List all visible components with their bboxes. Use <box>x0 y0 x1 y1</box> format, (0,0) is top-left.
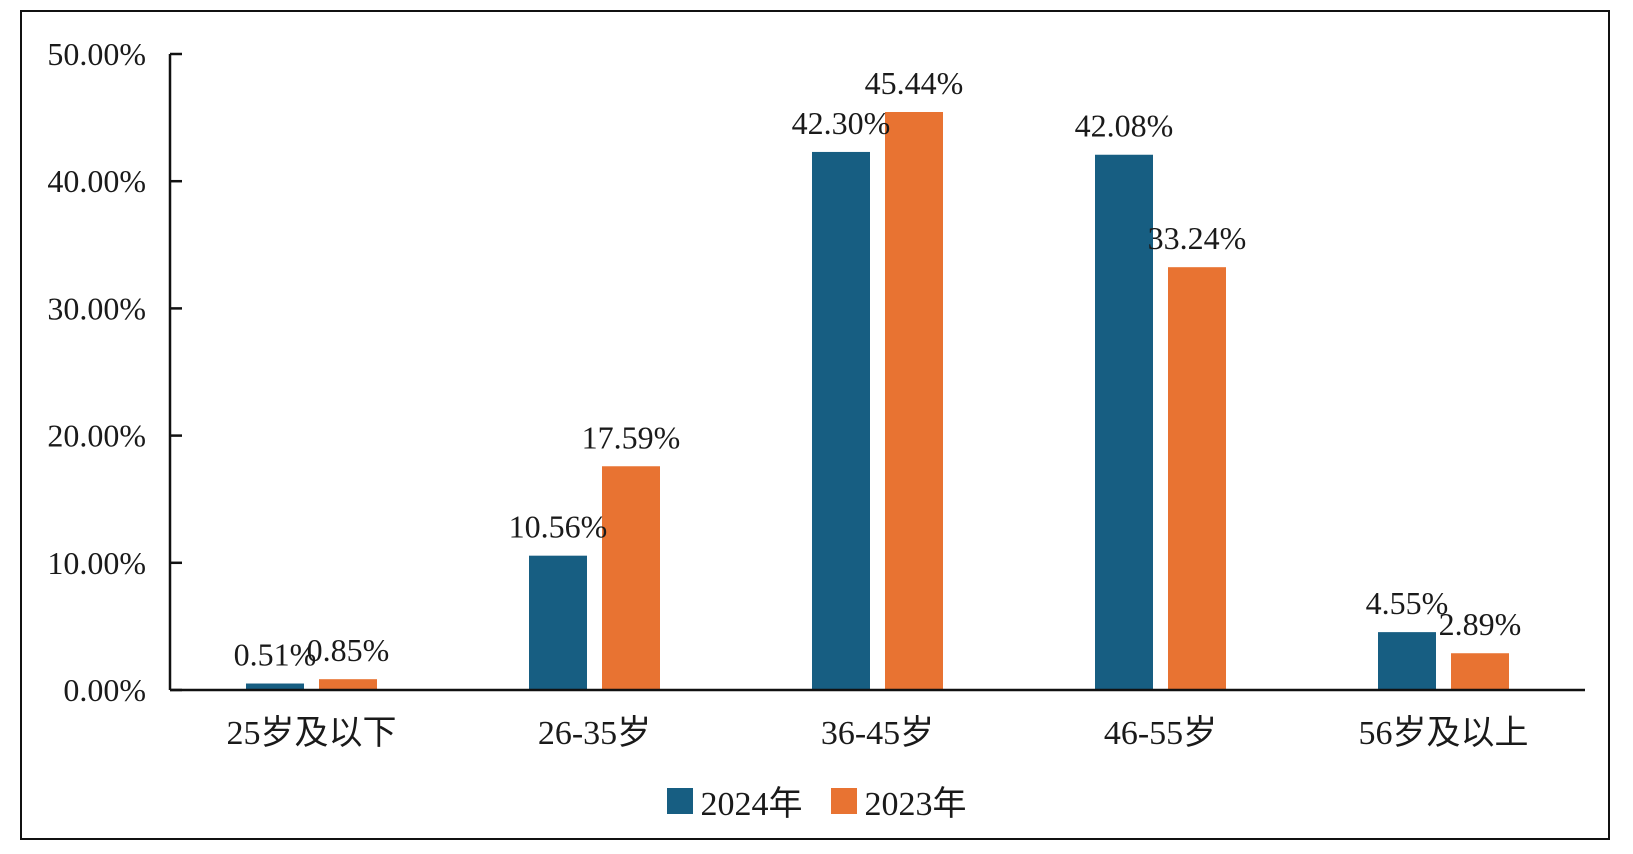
bar-2024 <box>529 555 587 690</box>
bar-2024 <box>1378 632 1436 690</box>
x-category-label: 25岁及以下 <box>227 714 397 752</box>
y-tick-label: 20.00% <box>47 418 146 454</box>
legend-label-2023: 2023年 <box>864 786 967 823</box>
x-category-label: 36-45岁 <box>821 714 934 752</box>
x-category-label: 56岁及以上 <box>1359 714 1529 752</box>
y-tick-label: 30.00% <box>47 290 146 326</box>
data-label: 42.30% <box>792 105 891 141</box>
y-tick-label: 0.00% <box>63 672 146 708</box>
data-label: 45.44% <box>865 65 964 101</box>
data-label: 17.59% <box>582 419 681 455</box>
data-label: 10.56% <box>509 509 608 545</box>
bar-2023 <box>602 466 660 690</box>
y-tick-label: 10.00% <box>47 545 146 581</box>
legend-swatch-2024 <box>666 787 693 814</box>
legend-label-2024: 2024年 <box>700 786 803 823</box>
y-tick-label: 50.00% <box>47 36 146 72</box>
chart-legend: 2024年 2023年 <box>0 776 1633 825</box>
x-category-label: 26-35岁 <box>538 714 651 752</box>
bar-2024 <box>1095 154 1153 690</box>
data-label: 33.24% <box>1148 220 1247 256</box>
data-label: 4.55% <box>1366 585 1449 621</box>
y-tick-label: 40.00% <box>47 163 146 199</box>
legend-swatch-2023 <box>830 787 857 814</box>
bar-2024 <box>246 683 304 690</box>
data-label: 0.85% <box>307 632 390 668</box>
data-label: 2.89% <box>1439 606 1522 642</box>
data-label: 42.08% <box>1075 108 1174 144</box>
legend-item-2024: 2024年 <box>666 776 803 825</box>
bar-2023 <box>1168 267 1226 690</box>
data-label: 0.51% <box>234 637 317 673</box>
bar-2023 <box>1451 653 1509 690</box>
x-category-label: 46-55岁 <box>1104 714 1217 752</box>
bar-2024 <box>812 151 870 691</box>
bar-2023 <box>885 112 943 691</box>
legend-item-2023: 2023年 <box>830 776 967 825</box>
bar-2023 <box>319 679 377 690</box>
